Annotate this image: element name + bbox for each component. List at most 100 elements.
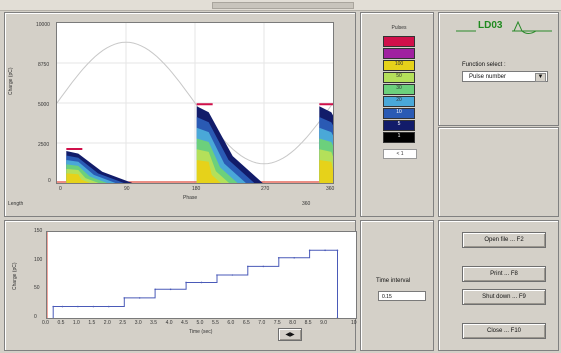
top-ylabel: Charge (pC) (8, 67, 14, 95)
bottom-xtick: 0.5 (57, 320, 65, 326)
time-interval-panel (360, 220, 434, 351)
print-button[interactable]: Print ... F8 (462, 266, 546, 282)
phase-resolved-svg (56, 23, 386, 183)
chevron-down-icon[interactable]: ▼ (535, 73, 546, 82)
bottom-xtick: 3.5 (150, 320, 158, 326)
top-xlabel: Phase (183, 195, 198, 201)
legend-bottom-label: < 1 (383, 149, 417, 159)
top-ytick: 5000 (38, 102, 50, 108)
top-xtick: 270 (261, 186, 270, 192)
bottom-xtick: 5.0 (196, 320, 204, 326)
bottom-xtick: 8.0 (289, 320, 297, 326)
bottom-ytick: 150 (34, 228, 43, 234)
legend-title: Pulses (391, 25, 407, 31)
nav-arrows-button[interactable]: ◀▶ (278, 328, 302, 341)
ld-logo: LD03 (456, 16, 554, 38)
legend-swatch (383, 120, 415, 131)
legend-swatch (383, 36, 415, 47)
charge-series-point (336, 317, 339, 319)
close-button[interactable]: Close ... F10 (462, 323, 546, 339)
charge-series-point (92, 305, 95, 308)
charge-series-point (154, 288, 156, 291)
reference-sine (56, 41, 334, 165)
top-xtick: 180 (192, 186, 201, 192)
bottom-ytick: 50 (34, 285, 40, 292)
legend-swatch (383, 96, 415, 107)
top-xtick: 360 (326, 186, 335, 192)
top-ytick: 2500 (38, 142, 50, 148)
window-scrollbar[interactable] (0, 0, 561, 11)
bottom-xtick: 1.5 (88, 320, 96, 326)
bottom-xtick: 6.5 (242, 320, 250, 326)
legend-swatch (383, 108, 415, 119)
legend-label: 10 (396, 109, 402, 115)
charge-series-point (324, 249, 326, 252)
time-interval-label: Time interval (376, 278, 411, 284)
function-select[interactable]: Pulse number ▼ (462, 71, 548, 82)
legend-swatch (383, 84, 415, 95)
legend-swatch (383, 132, 415, 143)
bottom-xtick: 0.0 (42, 320, 49, 326)
charge-series-point (216, 274, 218, 276)
time-plot-svg (46, 232, 339, 319)
charge-series-point (293, 257, 295, 259)
bottom-xtick: 2.5 (119, 320, 127, 326)
top-xtick: 90 (124, 186, 130, 192)
charge-series-point (277, 257, 280, 259)
charge-series-line (52, 249, 338, 318)
charge-series-point (200, 281, 203, 284)
bottom-xtick: 8.5 (304, 320, 312, 326)
charge-series-point (61, 305, 64, 308)
bottom-xtick: 3.0 (134, 320, 142, 326)
bottom-xtick: 5.5 (211, 320, 219, 326)
bottom-ytick: 0 (34, 314, 37, 320)
bottom-xtick: 4.5 (181, 320, 188, 326)
charge-series-point (185, 281, 187, 284)
function-select-label: Function select : (462, 62, 506, 68)
legend-swatch (383, 60, 415, 71)
pulse-cluster (319, 160, 344, 183)
charge-series-point (262, 265, 265, 268)
bottom-xtick: 6.0 (227, 320, 235, 326)
charge-series-point (123, 297, 126, 299)
charge-series-point (231, 274, 234, 276)
bottom-xtick: 10 (351, 320, 357, 326)
scrollbar-thumb[interactable] (212, 2, 354, 9)
charge-series-point (138, 297, 141, 299)
legend-label: 30 (396, 85, 402, 91)
top-ytick: 10000 (36, 22, 50, 28)
legend-label: 1 (397, 133, 401, 139)
charge-series-point (247, 265, 249, 268)
open-file-button[interactable]: Open file ... F2 (462, 232, 546, 248)
corner-label-right: 360 (302, 201, 311, 207)
logo-wave-icon (456, 20, 552, 34)
legend-label: 5 (397, 121, 401, 127)
charge-series-point (336, 249, 339, 252)
phase-resolved-plot (56, 22, 386, 184)
bottom-xtick: 1.0 (72, 320, 80, 326)
top-xtick: 0 (59, 186, 62, 192)
time-interval-input[interactable]: 0.15 (378, 291, 426, 301)
charge-series-point (52, 305, 54, 308)
time-plot (46, 231, 357, 319)
legend-swatch (383, 48, 415, 59)
charge-series-point (77, 305, 79, 308)
bottom-xtick: 9.0 (320, 320, 328, 326)
legend-label: 20 (396, 97, 402, 103)
legend-swatch (383, 72, 415, 83)
bottom-ytick: 100 (34, 256, 43, 263)
bottom-xlabel: Time (sec) (189, 329, 213, 335)
shut-down-button[interactable]: Shut down ... F9 (462, 289, 546, 305)
bottom-xtick: 7.5 (273, 320, 281, 326)
bottom-ylabel: Charge (pC) (12, 262, 18, 290)
corner-label: Length (8, 201, 24, 207)
logo-text: LD03 (478, 20, 503, 31)
legend-label: 50 (396, 73, 402, 79)
legend-label: 100 (394, 61, 404, 67)
pulse-cluster (196, 160, 221, 183)
charge-series-point (169, 288, 172, 291)
bottom-xtick: 2.0 (103, 320, 111, 326)
charge-series-point (108, 305, 110, 308)
function-select-value: Pulse number (469, 74, 507, 80)
